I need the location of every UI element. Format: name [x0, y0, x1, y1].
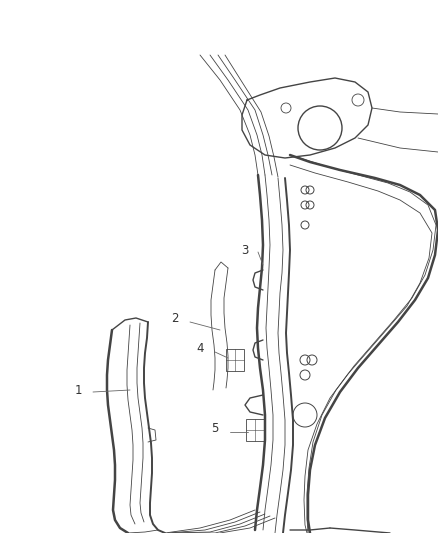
- Text: 5: 5: [211, 422, 219, 434]
- Bar: [226, 349, 244, 371]
- Text: 2: 2: [171, 311, 179, 325]
- Text: 4: 4: [196, 342, 204, 354]
- Text: 3: 3: [241, 244, 249, 256]
- Text: 1: 1: [74, 384, 82, 397]
- Bar: [246, 419, 264, 441]
